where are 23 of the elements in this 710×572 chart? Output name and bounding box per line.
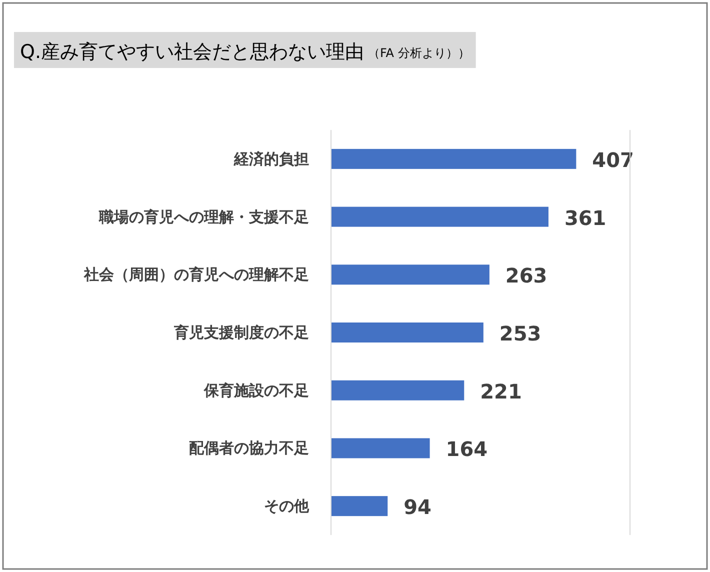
bar <box>331 438 430 458</box>
bar <box>331 264 490 285</box>
chart-subtitle: （FA 分析より）） <box>368 46 470 60</box>
bar <box>331 148 576 169</box>
y-tick-label: 配偶者の協力不足 <box>189 439 309 458</box>
bar <box>331 496 388 516</box>
y-tick-label: その他 <box>264 497 310 516</box>
bar <box>331 206 548 227</box>
y-tick-label: 経済的負担 <box>233 150 309 168</box>
data-label: 94 <box>404 495 432 520</box>
y-tick-label: 保育施設の不足 <box>203 381 309 400</box>
data-label: 407 <box>592 148 634 172</box>
y-tick-label: 職場の育児への理解・支援不足 <box>98 208 309 226</box>
data-label: 361 <box>564 206 606 230</box>
bar <box>331 322 484 342</box>
y-tick-label: 育児支援制度の不足 <box>173 324 309 342</box>
y-tick-label: 社会（周囲）の育児への理解不足 <box>83 266 309 284</box>
data-label: 164 <box>446 437 488 462</box>
chart-title: Q.産み育てやすい社会だと思わない理由 <box>20 41 364 63</box>
data-label: 253 <box>499 322 542 346</box>
data-label: 263 <box>505 264 548 288</box>
bar <box>331 380 464 400</box>
data-label: 221 <box>480 379 522 404</box>
